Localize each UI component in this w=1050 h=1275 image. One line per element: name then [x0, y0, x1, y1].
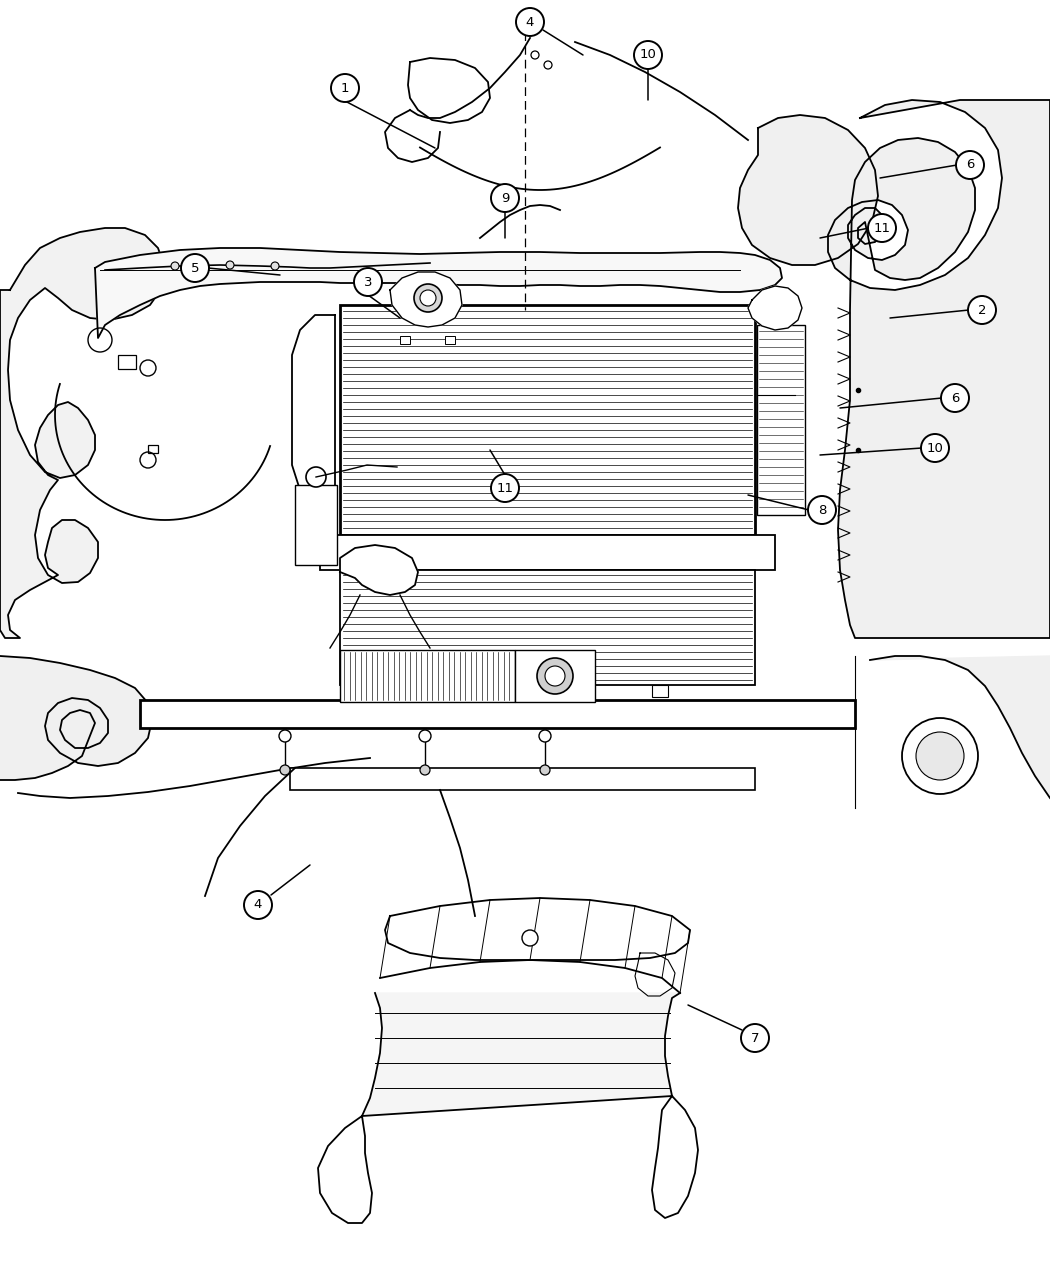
Circle shape: [354, 268, 382, 296]
Circle shape: [520, 13, 530, 23]
Polygon shape: [738, 115, 878, 265]
Bar: [0, 648, 1050, 1275]
Circle shape: [491, 184, 519, 212]
Circle shape: [279, 731, 291, 742]
Polygon shape: [385, 898, 690, 960]
Circle shape: [921, 434, 949, 462]
Polygon shape: [0, 657, 152, 780]
Circle shape: [140, 453, 156, 468]
Bar: [295, 484, 337, 565]
Circle shape: [956, 150, 984, 178]
Text: 10: 10: [639, 48, 656, 61]
Text: 2: 2: [978, 303, 986, 316]
Circle shape: [539, 731, 551, 742]
Circle shape: [868, 214, 896, 242]
Bar: [140, 700, 855, 728]
Polygon shape: [292, 315, 335, 505]
Polygon shape: [748, 286, 802, 330]
Bar: [514, 650, 595, 703]
Circle shape: [331, 74, 359, 102]
Text: 11: 11: [497, 482, 513, 495]
Circle shape: [941, 384, 969, 412]
Circle shape: [634, 41, 662, 69]
Text: 3: 3: [363, 275, 373, 288]
Bar: [290, 768, 755, 790]
Circle shape: [808, 496, 836, 524]
Polygon shape: [318, 1116, 372, 1223]
Circle shape: [916, 732, 964, 780]
Circle shape: [181, 254, 209, 282]
Bar: [0, 0, 1050, 640]
Circle shape: [306, 467, 326, 487]
Bar: [320, 536, 775, 570]
Bar: [340, 650, 514, 703]
Bar: [445, 337, 455, 344]
Polygon shape: [390, 272, 462, 326]
Circle shape: [544, 61, 552, 69]
Circle shape: [537, 658, 573, 694]
Circle shape: [516, 8, 544, 36]
Circle shape: [545, 666, 565, 686]
Text: 7: 7: [751, 1031, 759, 1044]
Circle shape: [244, 891, 272, 919]
Circle shape: [491, 474, 519, 502]
Text: 6: 6: [951, 391, 960, 404]
Bar: [757, 325, 805, 515]
Polygon shape: [870, 657, 1050, 798]
Bar: [340, 570, 755, 685]
Text: 5: 5: [191, 261, 200, 274]
Text: 9: 9: [501, 191, 509, 204]
Polygon shape: [340, 544, 418, 595]
Polygon shape: [94, 249, 782, 338]
Bar: [340, 305, 755, 536]
Text: 8: 8: [818, 504, 826, 516]
Polygon shape: [0, 228, 165, 638]
Bar: [400, 337, 410, 344]
Circle shape: [226, 261, 234, 269]
Text: 4: 4: [254, 899, 262, 912]
Circle shape: [140, 360, 156, 376]
Text: 10: 10: [926, 441, 944, 454]
Circle shape: [280, 765, 290, 775]
Bar: [118, 354, 136, 368]
Bar: [652, 685, 668, 697]
Circle shape: [420, 765, 430, 775]
Circle shape: [419, 731, 430, 742]
Bar: [512, 685, 528, 697]
Circle shape: [741, 1024, 769, 1052]
Text: 4: 4: [526, 15, 534, 28]
Polygon shape: [652, 1096, 698, 1218]
Text: 1: 1: [341, 82, 350, 94]
Circle shape: [88, 328, 112, 352]
Polygon shape: [362, 993, 680, 1116]
Circle shape: [271, 261, 279, 270]
Text: 6: 6: [966, 158, 974, 172]
Circle shape: [540, 765, 550, 775]
Polygon shape: [408, 57, 490, 122]
Circle shape: [420, 289, 436, 306]
Circle shape: [414, 284, 442, 312]
Bar: [392, 685, 408, 697]
Circle shape: [902, 718, 978, 794]
Bar: [148, 445, 158, 453]
Circle shape: [171, 261, 178, 270]
Polygon shape: [828, 99, 1050, 638]
Circle shape: [531, 51, 539, 59]
Circle shape: [968, 296, 996, 324]
Text: 11: 11: [874, 222, 890, 235]
Circle shape: [522, 929, 538, 946]
